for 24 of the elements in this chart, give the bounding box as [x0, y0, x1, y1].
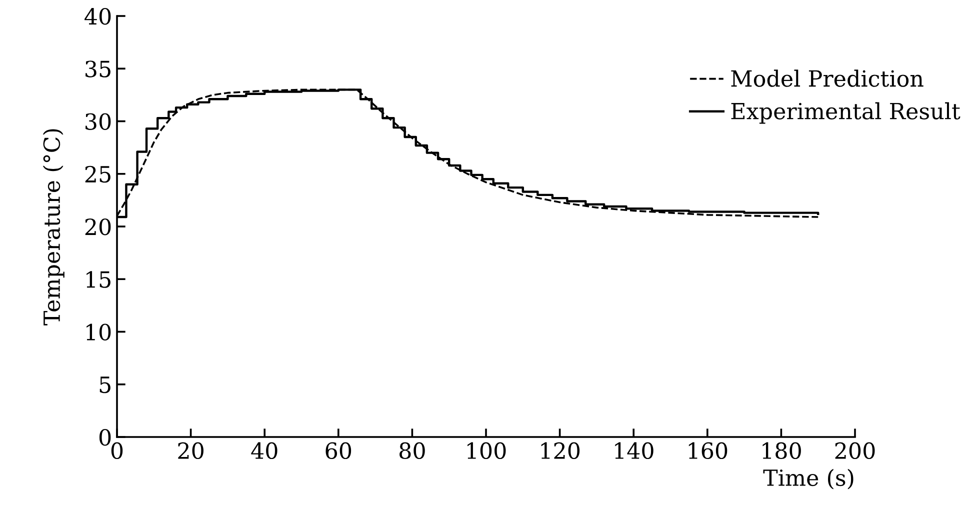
x-tick-label: 0	[111, 442, 123, 460]
x-tick-label: 100	[468, 442, 506, 460]
y-axis-title: Temperature (°C)	[42, 129, 64, 326]
y-tick-label: 35	[86, 60, 110, 78]
legend-label: Experimental Result	[731, 102, 960, 124]
x-tick-label: 160	[688, 442, 728, 460]
y-tick-label: 10	[86, 324, 111, 341]
y-tick-label: 30	[86, 113, 111, 130]
x-axis-title: Time (s)	[763, 468, 854, 490]
legend-label: Model Prediction	[731, 70, 924, 87]
y-tick-label: 0	[99, 428, 111, 446]
y-tick-label: 25	[85, 166, 110, 183]
y-tick-label: 5	[100, 376, 110, 394]
x-tick-label: 200	[835, 442, 875, 460]
y-tick-label: 15	[86, 271, 110, 288]
x-tick-label: 80	[400, 442, 425, 460]
x-tick-label: 180	[762, 442, 801, 460]
x-tick-label: 40	[251, 442, 278, 460]
x-tick-label: 120	[541, 442, 580, 460]
y-tick-label: 40	[84, 8, 111, 25]
x-tick-label: 140	[615, 442, 654, 460]
x-tick-label: 20	[178, 442, 204, 460]
x-tick-label: 60	[326, 442, 352, 460]
y-tick-label: 20	[85, 218, 111, 236]
